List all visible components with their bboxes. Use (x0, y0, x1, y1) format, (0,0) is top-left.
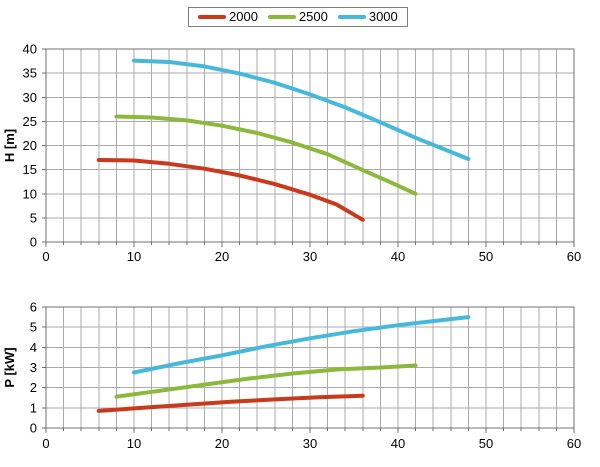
x-tick-label: 50 (479, 436, 493, 451)
y-tick-label: 15 (23, 162, 37, 177)
x-tick-label: 10 (127, 249, 141, 264)
y-tick-label: 1 (30, 400, 37, 415)
x-tick-label: 60 (567, 249, 581, 264)
y-tick-label: 10 (23, 186, 37, 201)
legend-item-2500: 2500 (267, 7, 328, 27)
legend-label-3000: 3000 (368, 9, 398, 24)
legend-item-3000: 3000 (337, 7, 398, 27)
y-tick-label: 2 (30, 380, 37, 395)
x-tick-label: 30 (303, 249, 317, 264)
y-tick-label: 5 (30, 320, 37, 335)
chart-legend: 2000 2500 3000 (188, 7, 408, 27)
y-tick-label: 25 (23, 114, 37, 129)
y-axis-title: P [kW] (2, 347, 17, 387)
x-tick-label: 60 (567, 436, 581, 451)
head-chart: 0 10 20 30 40 50 60 0 5 10 15 20 25 30 35 40 H [m] (0, 35, 600, 270)
y-tick-label: 3 (30, 360, 37, 375)
legend-label-2500: 2500 (298, 9, 328, 24)
y-axis-title: H [m] (2, 129, 17, 162)
y-tick-label: 0 (30, 235, 37, 250)
y-tick-label: 20 (23, 138, 37, 153)
x-tick-label: 40 (391, 436, 405, 451)
legend-item-2000: 2000 (198, 7, 258, 27)
x-tick-label: 20 (215, 436, 229, 451)
head-chart-canvas: 0 10 20 30 40 50 60 0 5 10 15 20 25 30 35 40 H [m] (2, 42, 581, 265)
power-chart-canvas: 0 10 20 30 40 50 60 0 1 2 3 4 5 6 P [kW] (2, 300, 581, 452)
x-tick-label: 20 (215, 249, 229, 264)
y-tick-label: 40 (23, 42, 37, 57)
legend-line-swatch-2000 (198, 15, 226, 19)
power-chart: 0 10 20 30 40 50 60 0 1 2 3 4 5 6 P [kW] (0, 290, 600, 467)
series-curve-2000 (96, 393, 365, 413)
y-tick-label: 4 (30, 340, 37, 355)
legend-label-2000: 2000 (229, 9, 258, 24)
x-tick-label: 0 (42, 436, 49, 451)
series-curve-2000 (96, 158, 365, 222)
series-curve-3000 (132, 58, 471, 161)
series-curve-2500 (114, 363, 418, 399)
x-tick-label: 30 (303, 436, 317, 451)
y-tick-label: 30 (23, 90, 37, 105)
y-tick-label: 0 (30, 421, 37, 436)
x-tick-label: 40 (391, 249, 405, 264)
legend-line-swatch-3000 (337, 15, 366, 19)
x-tick-label: 10 (127, 436, 141, 451)
x-tick-label: 0 (42, 249, 49, 264)
y-tick-label: 6 (30, 300, 37, 315)
legend-line-swatch-2500 (267, 15, 296, 19)
x-tick-label: 50 (479, 249, 493, 264)
y-tick-label: 5 (30, 210, 37, 225)
series-curve-2500 (114, 114, 418, 196)
series-curve-3000 (132, 315, 471, 375)
y-tick-label: 35 (23, 66, 37, 81)
